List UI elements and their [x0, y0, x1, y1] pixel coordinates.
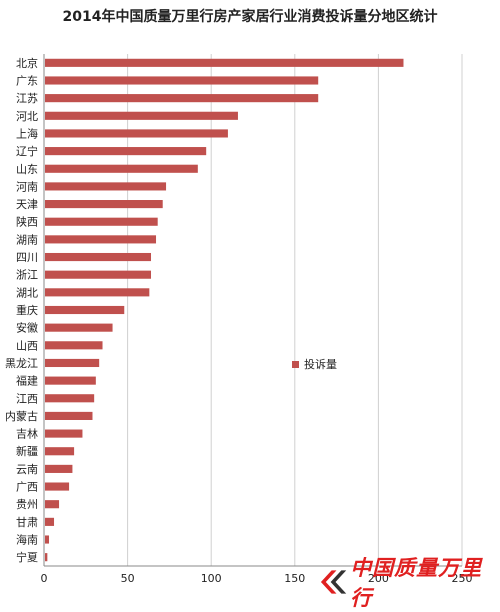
watermark: 中国质量万里行	[318, 552, 500, 612]
chart-title: 2014年中国质量万里行房产家居行业消费投诉量分地区统计	[62, 9, 438, 25]
gridlines	[43, 54, 463, 567]
category-label: 江西	[16, 392, 38, 405]
category-label: 新疆	[16, 444, 38, 458]
category-label: 上海	[16, 126, 38, 140]
x-tick-label: 100	[201, 572, 222, 585]
category-label: 山西	[16, 339, 38, 352]
x-tick-label: 50	[121, 572, 135, 585]
category-label: 广西	[16, 481, 38, 494]
bar	[45, 535, 50, 544]
category-label: 湖北	[16, 286, 38, 299]
bar	[45, 482, 70, 491]
bar	[45, 358, 100, 368]
legend-label: 投诉量	[304, 358, 337, 371]
category-label: 云南	[16, 463, 38, 476]
category-label: 浙江	[16, 269, 38, 282]
bar	[45, 517, 55, 526]
bar	[45, 429, 83, 438]
category-label: 天津	[16, 198, 38, 211]
bar	[45, 200, 163, 209]
category-label: 广东	[16, 74, 38, 87]
bar	[45, 447, 75, 456]
bar	[45, 235, 157, 244]
category-label: 福建	[16, 374, 38, 388]
category-label: 宁夏	[16, 550, 38, 564]
bars	[45, 58, 404, 562]
bar	[45, 94, 319, 103]
bar	[45, 411, 93, 420]
bar	[45, 270, 152, 279]
category-label: 陕西	[16, 215, 38, 229]
x-tick-label: 150	[284, 572, 305, 585]
bar	[45, 305, 125, 315]
x-tick-label: 200	[368, 572, 389, 585]
category-labels: 北京广东江苏河北上海辽宁山东河南天津陕西湖南四川浙江湖北重庆安徽山西黑龙江福建江…	[5, 56, 38, 564]
bar	[45, 111, 238, 120]
legend: 投诉量	[292, 356, 337, 372]
bar-chart: 北京广东江苏河北上海辽宁山东河南天津陕西湖南四川浙江湖北重庆安徽山西黑龙江福建江…	[5, 54, 473, 585]
bar	[45, 500, 60, 509]
category-label: 内蒙古	[5, 409, 38, 423]
bar	[45, 164, 198, 173]
category-label: 黑龙江	[5, 357, 38, 370]
bar	[45, 147, 207, 156]
category-label: 贵州	[16, 498, 38, 511]
bar	[45, 464, 73, 473]
legend-swatch	[292, 360, 299, 368]
bar	[45, 553, 48, 562]
bar	[45, 58, 404, 67]
x-tick-label: 250	[452, 572, 473, 585]
bar	[45, 288, 150, 297]
category-label: 安徽	[16, 321, 38, 335]
watermark-logo-icon	[320, 570, 347, 594]
category-label: 河北	[16, 110, 38, 123]
bar	[45, 217, 158, 226]
category-label: 河南	[16, 180, 38, 193]
bar	[45, 341, 103, 350]
category-label: 辽宁	[16, 144, 38, 158]
category-label: 海南	[16, 533, 38, 547]
bar	[45, 323, 113, 332]
category-label: 吉林	[16, 427, 38, 441]
category-label: 甘肃	[16, 516, 38, 529]
x-tick-label: 0	[41, 572, 48, 585]
bar	[45, 129, 228, 138]
bar	[45, 252, 152, 262]
bar	[45, 76, 319, 85]
category-label: 四川	[16, 251, 38, 264]
bar	[45, 182, 167, 191]
category-label: 湖南	[16, 233, 38, 246]
category-label: 江苏	[16, 92, 38, 105]
category-label: 重庆	[16, 303, 38, 317]
bar	[45, 376, 96, 385]
bar	[45, 394, 95, 403]
category-label: 北京	[16, 56, 38, 70]
x-tick-labels: 0 50 100 150 200 250	[41, 572, 473, 585]
category-label: 山东	[16, 163, 38, 176]
watermark-text: 中国质量万里行	[350, 555, 483, 610]
